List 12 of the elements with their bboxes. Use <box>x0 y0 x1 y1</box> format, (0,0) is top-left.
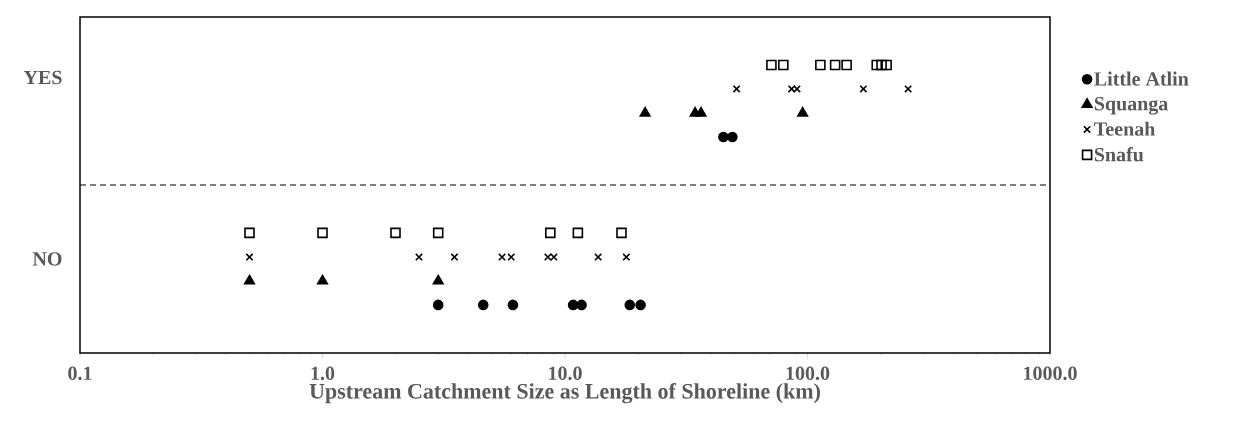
x-axis-title: Upstream Catchment Size as Length of Shoreline (km) <box>309 382 820 404</box>
x-tick-label: 1000.0 <box>1024 366 1077 381</box>
legend-label: Little Atlin <box>1094 71 1189 86</box>
legend-label: Squanga <box>1094 96 1168 115</box>
text: YES <box>23 70 62 85</box>
x-tick-label: 0.1 <box>68 366 92 381</box>
legend-label: Snafu <box>1094 147 1144 162</box>
text: NO <box>32 252 62 266</box>
x-tick-label: 100.0 <box>786 366 830 381</box>
x-tick-label: 1.0 <box>311 366 335 381</box>
x-tick-label: 10.0 <box>549 366 582 381</box>
legend-label: Teenah <box>1094 121 1156 136</box>
